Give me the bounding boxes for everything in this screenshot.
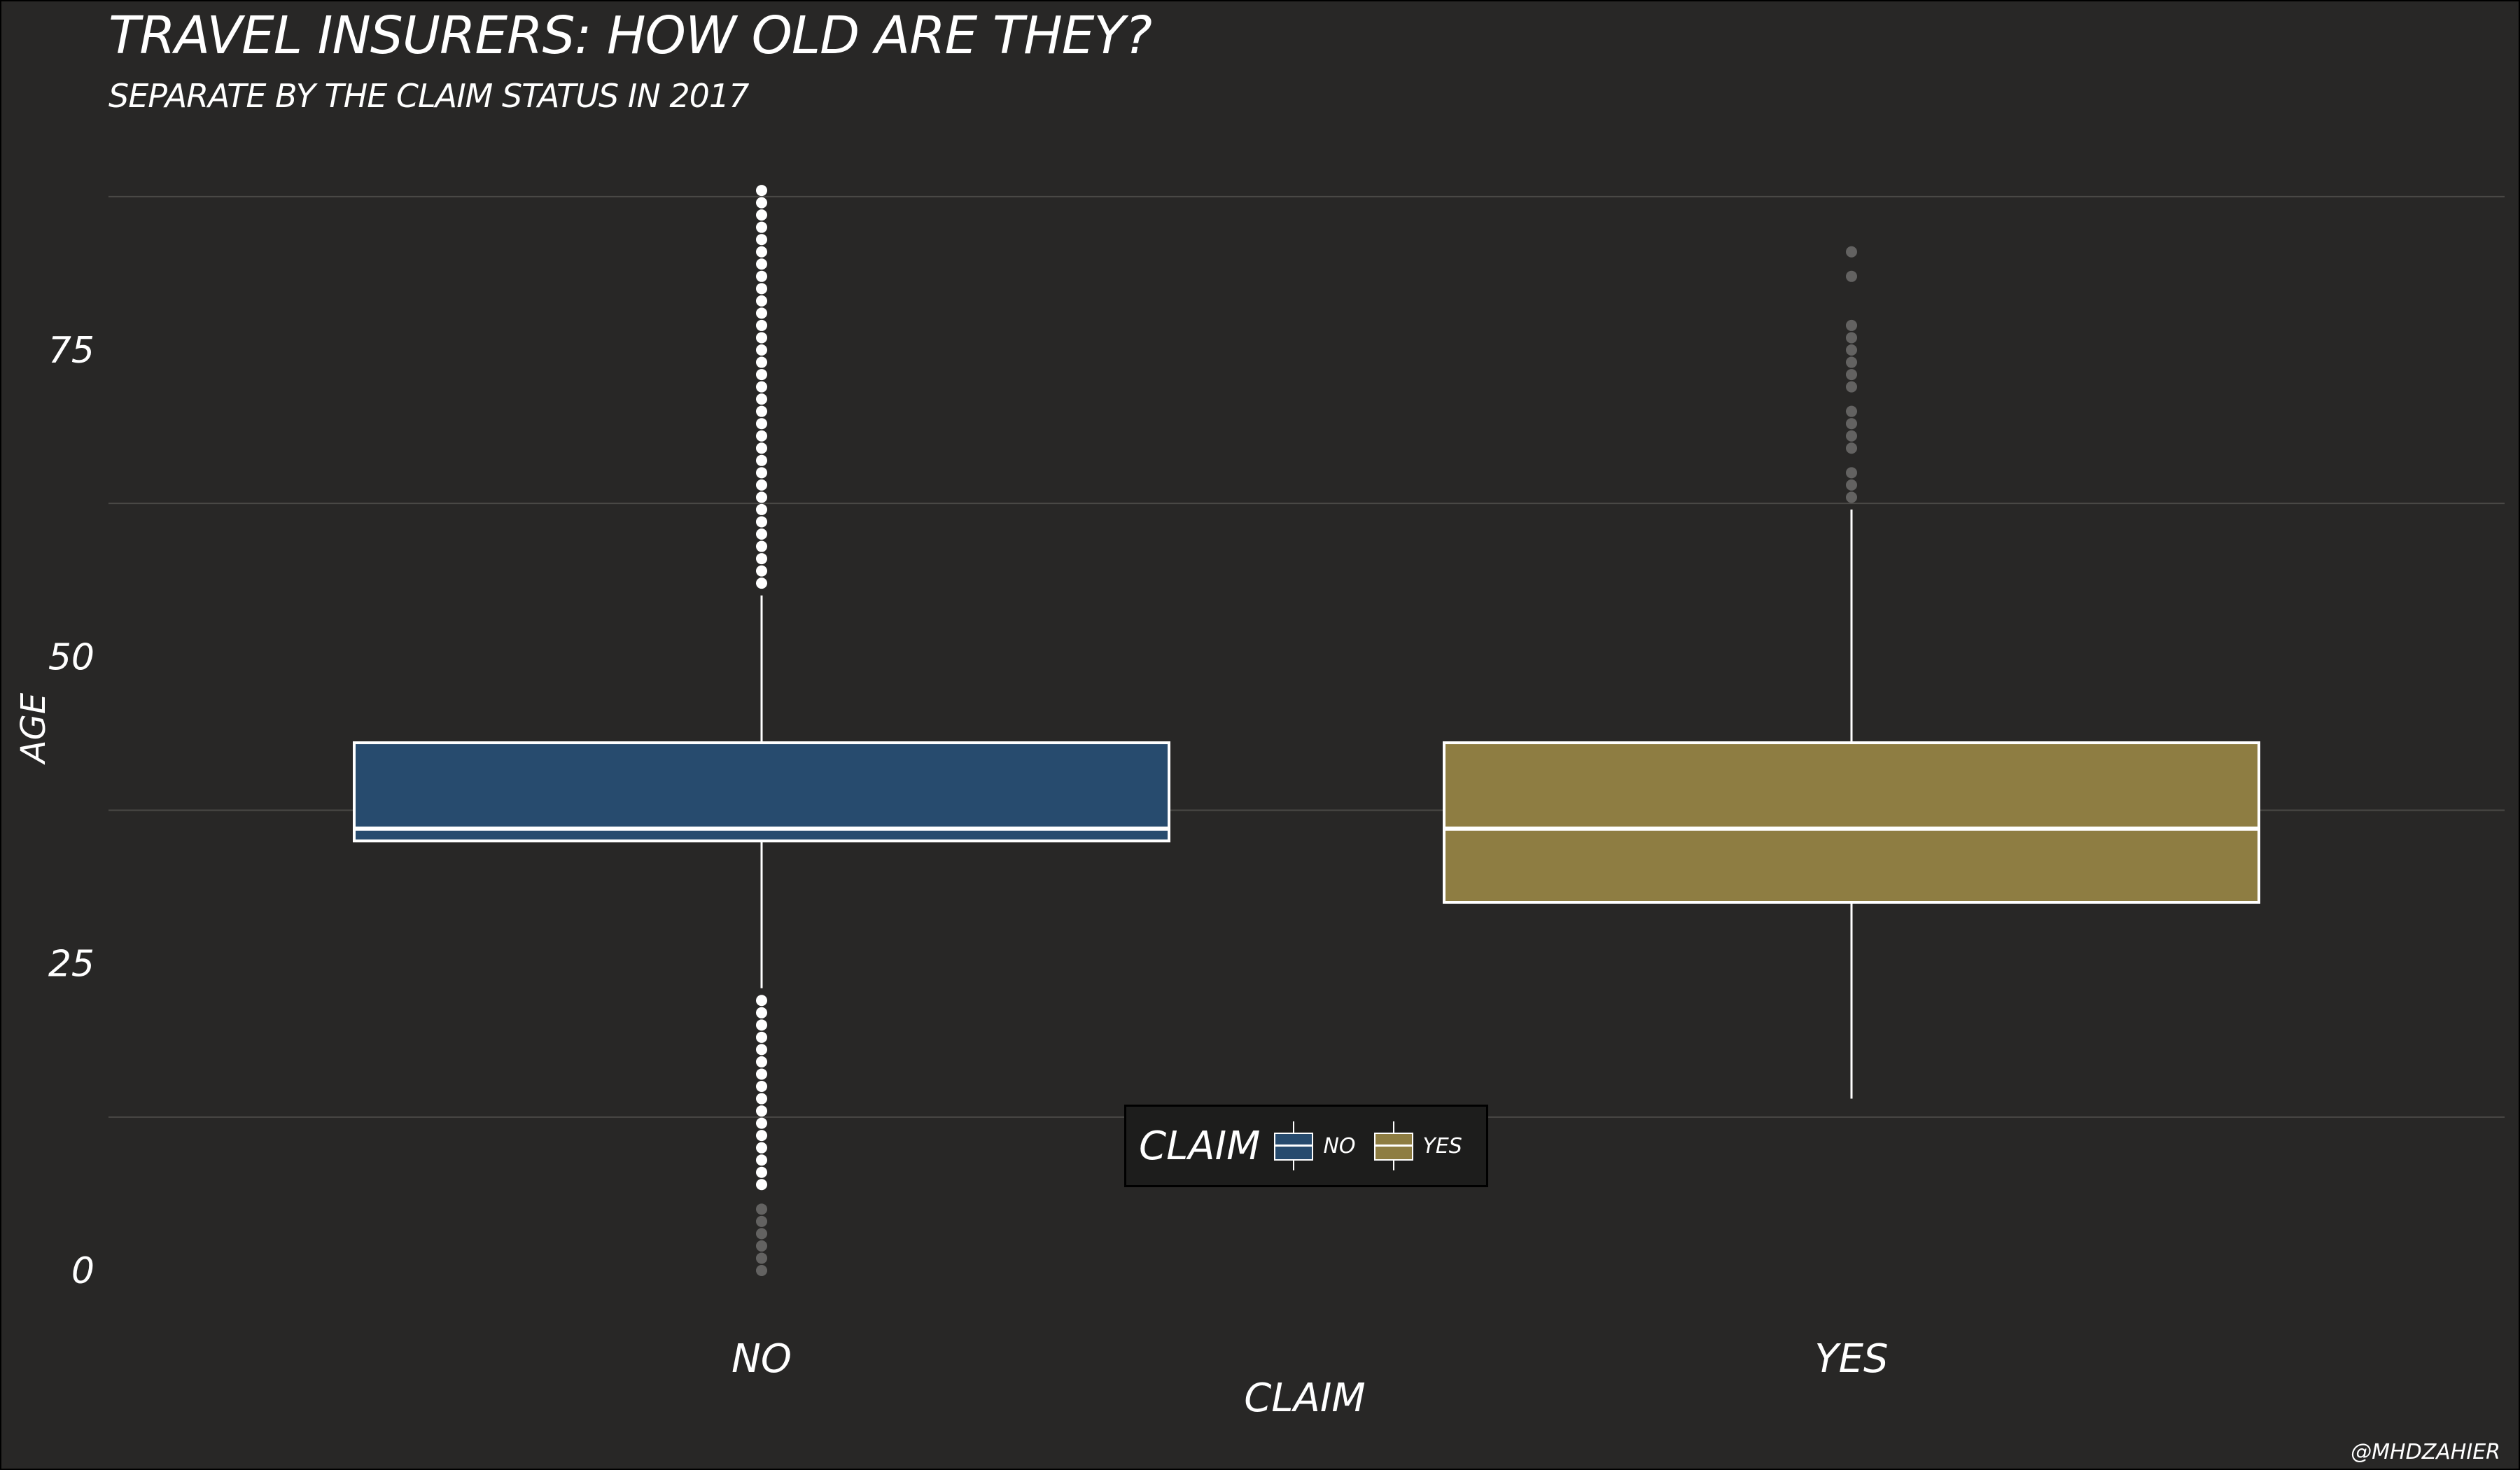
outlier-point (756, 1056, 767, 1068)
legend-title: CLAIM (1139, 1123, 1261, 1169)
outlier-point (756, 1105, 767, 1117)
outlier-point (756, 1130, 767, 1142)
outlier-point (756, 1093, 767, 1105)
outlier-point (1846, 430, 1857, 442)
outlier-point (756, 503, 767, 515)
outlier-point (1846, 418, 1857, 430)
y-tick-label: 25 (48, 944, 94, 986)
outlier-point (1846, 479, 1857, 491)
outlier-point (756, 307, 767, 319)
outlier-point (756, 1081, 767, 1092)
outlier-point (756, 430, 767, 442)
outlier-point (1846, 381, 1857, 393)
outlier-point (756, 1142, 767, 1154)
outlier-point (756, 479, 767, 491)
outlier-point (756, 1019, 767, 1031)
outlier-point (756, 356, 767, 368)
outlier-point (756, 467, 767, 479)
outlier-point (1846, 332, 1857, 344)
chart-subtitle: Separate by the claim status in 2017 (108, 77, 749, 115)
box-body (1443, 741, 2260, 904)
outlier-point (756, 295, 767, 307)
y-axis-ticks: 0 25 50 75 (48, 330, 94, 1292)
outlier-point (756, 1044, 767, 1056)
outlier-point (756, 369, 767, 381)
outlier-point (756, 528, 767, 540)
outlier-point (756, 1166, 767, 1178)
caption: @mhdzahier (2351, 1440, 2500, 1464)
y-tick-label: 50 (48, 636, 94, 678)
outlier-point (756, 246, 767, 258)
outlier-point (756, 516, 767, 528)
outlier-point (756, 1215, 767, 1227)
x-tick-label: YES (1814, 1336, 1888, 1382)
outlier-point (756, 1240, 767, 1252)
outlier-point (756, 553, 767, 565)
outlier-point (1846, 491, 1857, 503)
grid-lines (108, 195, 2505, 1118)
outlier-point (1846, 270, 1857, 282)
outlier-point (1846, 405, 1857, 417)
x-tick-label: NO (732, 1336, 792, 1382)
y-tick-label: 0 (71, 1250, 94, 1292)
outlier-point (1846, 369, 1857, 381)
outlier-point (756, 1068, 767, 1080)
outlier-point (1846, 356, 1857, 368)
y-tick-label: 75 (48, 330, 94, 372)
outlier-point (1846, 467, 1857, 479)
outlier-point (756, 1179, 767, 1191)
legend-key-yes (1373, 1121, 1413, 1170)
outlier-point (756, 995, 767, 1007)
outlier-point (756, 491, 767, 503)
legend-label-no: no (1323, 1133, 1356, 1158)
box-yes (1443, 246, 2260, 1099)
chart-title: Travel insurers: how old are they? (108, 6, 1152, 66)
outlier-point (756, 578, 767, 589)
outlier-point (756, 258, 767, 270)
outlier-point (756, 393, 767, 405)
outlier-point (756, 1265, 767, 1276)
box-no (353, 185, 1170, 1276)
outlier-point (756, 1031, 767, 1043)
outlier-point (756, 344, 767, 356)
outlier-point (756, 540, 767, 552)
outlier-point (756, 1117, 767, 1129)
outlier-point (756, 381, 767, 393)
outlier-point (756, 185, 767, 197)
legend-key-no (1274, 1121, 1314, 1170)
outlier-point (756, 1154, 767, 1166)
legend-label-yes: yes (1422, 1133, 1462, 1158)
legend: CLAIM no yes (1124, 1105, 1488, 1187)
outlier-point (756, 405, 767, 417)
outlier-point (756, 270, 767, 282)
outlier-point (1846, 344, 1857, 356)
outlier-point (756, 283, 767, 295)
outlier-point (756, 1203, 767, 1215)
y-axis-label: AGE (14, 692, 53, 764)
x-axis-label: CLAIM (1244, 1376, 1366, 1421)
outlier-point (1846, 246, 1857, 258)
outlier-point (756, 1252, 767, 1264)
outlier-point (756, 234, 767, 246)
x-axis-ticks: NO YES (732, 1336, 1889, 1382)
outlier-point (756, 565, 767, 577)
outlier-point (756, 454, 767, 466)
boxes (353, 185, 2260, 1276)
outlier-point (756, 1007, 767, 1018)
outlier-point (756, 209, 767, 221)
outlier-point (756, 1228, 767, 1240)
outlier-point (756, 442, 767, 454)
outlier-point (756, 197, 767, 209)
outlier-point (756, 319, 767, 331)
outlier-point (756, 221, 767, 233)
outlier-point (1846, 319, 1857, 331)
outlier-point (756, 332, 767, 344)
outlier-point (1846, 442, 1857, 454)
outlier-point (756, 418, 767, 430)
box-body (353, 741, 1170, 843)
